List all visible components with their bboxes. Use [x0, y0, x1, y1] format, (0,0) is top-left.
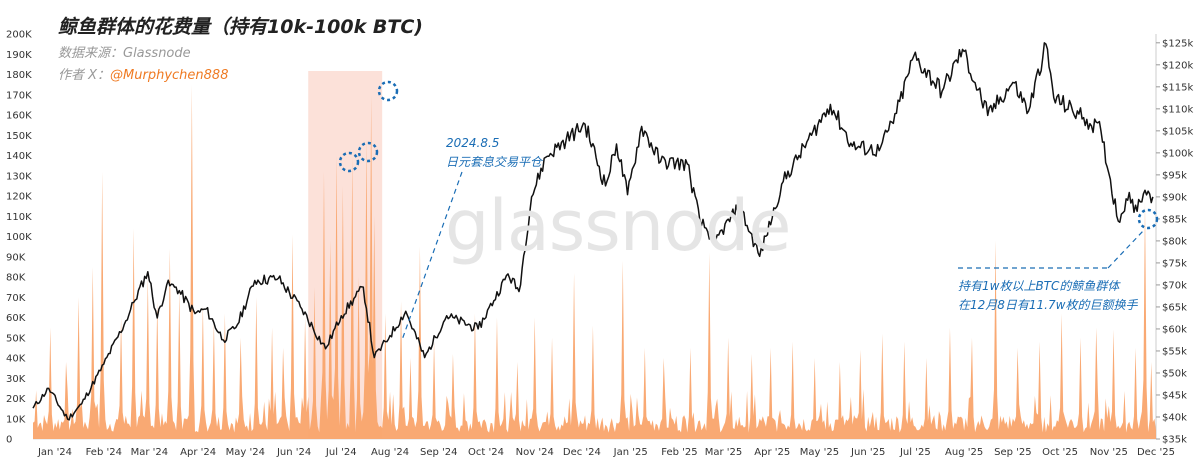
- x-tick-label: Jul '24: [325, 447, 357, 458]
- left-tick-label: 150K: [6, 131, 32, 142]
- x-tick-label: Jun '24: [276, 447, 311, 458]
- glassnode-watermark: glassnode: [445, 185, 791, 267]
- left-tick-label: 10K: [6, 414, 26, 425]
- x-tick-label: Apr '25: [754, 447, 790, 458]
- event-annotation: 2024.8.5 日元套息交易平仓: [446, 134, 542, 172]
- left-axis-ticks: 0 10K 20K 30K 40K 50K 60K 70K 80K 90K 100K 110K 120K…: [6, 30, 32, 446]
- right-tick-label: $80k: [1162, 236, 1187, 247]
- chart-title: 鲸鱼群体的花费量（持有10k-100k BTC): [58, 16, 423, 38]
- peak-circle-3: [377, 80, 399, 102]
- left-tick-label: 170K: [6, 90, 32, 101]
- left-tick-label: 160K: [6, 111, 32, 122]
- x-tick-label: Dec '25: [1137, 447, 1175, 458]
- event-text-label: 日元套息交易平仓: [446, 155, 543, 169]
- x-axis-ticks: Jan '24 Feb '24 Mar '24 Apr '24 May '24 Jun '…: [37, 447, 1175, 458]
- btc-price-line: [32, 42, 1154, 421]
- right-tick-label: $50k: [1162, 368, 1187, 379]
- left-tick-label: 60K: [6, 313, 26, 324]
- left-tick-label: 130K: [6, 171, 32, 182]
- x-tick-label: Sep '24: [420, 447, 458, 458]
- left-tick-label: 90K: [6, 252, 26, 263]
- right-tick-label: $55k: [1162, 346, 1187, 357]
- x-tick-label: Oct '24: [468, 447, 504, 458]
- right-tick-label: $75k: [1162, 258, 1187, 269]
- whale-annotation-line2: 在12月8日有11.7w枚的巨额换手: [958, 298, 1138, 312]
- right-tick-label: $105k: [1162, 126, 1193, 137]
- right-tick-label: $45k: [1162, 390, 1187, 401]
- x-tick-label: Apr '24: [180, 447, 216, 458]
- left-tick-label: 80K: [6, 273, 26, 284]
- right-tick-label: $40k: [1162, 412, 1187, 423]
- x-tick-label: Jul '25: [899, 447, 931, 458]
- peak-circle-1: [338, 151, 360, 173]
- author-label: 作者 X：@Murphychen888: [58, 64, 228, 83]
- whale-annotation-line1: 持有1w枚以上BTC的鲸鱼群体: [958, 279, 1120, 293]
- author-handle: @Murphychen888: [110, 68, 229, 83]
- left-tick-label: 140K: [6, 151, 32, 162]
- peak-circle-2: [357, 141, 379, 163]
- x-tick-label: Oct '25: [1042, 447, 1078, 458]
- right-axis-ticks: $35k $40k $45k $50k $55k $60k $65k $70k $75k $80k…: [1156, 38, 1193, 446]
- right-tick-label: $95k: [1162, 170, 1187, 181]
- data-source-label: 数据来源：Glassnode: [58, 46, 191, 61]
- left-tick-label: 110K: [6, 212, 32, 223]
- left-tick-label: 50K: [6, 333, 26, 344]
- right-tick-label: $110k: [1162, 104, 1193, 115]
- whale-pointer-line: [1107, 229, 1145, 269]
- right-tick-label: $120k: [1162, 60, 1193, 71]
- whale-spending-area: [33, 84, 1156, 439]
- left-tick-label: 200K: [6, 30, 32, 41]
- x-tick-label: Nov '24: [516, 447, 554, 458]
- x-tick-label: Mar '25: [705, 447, 743, 458]
- left-tick-label: 120K: [6, 192, 32, 203]
- right-tick-label: $100k: [1162, 148, 1193, 159]
- left-tick-label: 20K: [6, 394, 26, 405]
- left-tick-label: 30K: [6, 374, 26, 385]
- x-tick-label: Jan '25: [613, 447, 648, 458]
- right-tick-label: $115k: [1162, 82, 1193, 93]
- x-tick-label: Jun '25: [850, 447, 885, 458]
- right-tick-label: $125k: [1162, 38, 1193, 49]
- right-tick-label: $60k: [1162, 324, 1187, 335]
- x-tick-label: Jan '24: [37, 447, 72, 458]
- x-tick-label: Aug '25: [945, 447, 983, 458]
- left-tick-label: 190K: [6, 50, 32, 61]
- x-tick-label: Aug '24: [371, 447, 409, 458]
- right-tick-label: $35k: [1162, 435, 1187, 446]
- right-tick-label: $70k: [1162, 280, 1187, 291]
- x-tick-label: Feb '25: [661, 447, 697, 458]
- event-pointer-line: [401, 171, 463, 341]
- left-tick-label: 70K: [6, 293, 26, 304]
- dec-peak-circle: [1137, 208, 1159, 230]
- left-tick-label: 180K: [6, 70, 32, 81]
- author-prefix: 作者 X：: [58, 68, 111, 83]
- left-tick-label: 40K: [6, 354, 26, 365]
- event-date-label: 2024.8.5: [446, 136, 500, 150]
- right-tick-label: $65k: [1162, 302, 1187, 313]
- annotation-marks: [338, 80, 1159, 341]
- x-tick-label: May '24: [226, 447, 265, 458]
- price-line-layer: [32, 42, 1154, 421]
- left-tick-label: 100K: [6, 232, 32, 243]
- left-tick-label: 0: [6, 435, 12, 446]
- right-tick-label: $90k: [1162, 192, 1187, 203]
- x-tick-label: Sep '25: [994, 447, 1032, 458]
- right-tick-label: $85k: [1162, 214, 1187, 225]
- x-tick-label: May '25: [800, 447, 839, 458]
- x-tick-label: Nov '25: [1090, 447, 1128, 458]
- x-tick-label: Feb '24: [86, 447, 122, 458]
- spending-area-layer: [33, 84, 1156, 439]
- x-tick-label: Dec '24: [563, 447, 601, 458]
- whale-annotation: 持有1w枚以上BTC的鲸鱼群体 在12月8日有11.7w枚的巨额换手: [958, 277, 1137, 315]
- x-tick-label: Mar '24: [131, 447, 169, 458]
